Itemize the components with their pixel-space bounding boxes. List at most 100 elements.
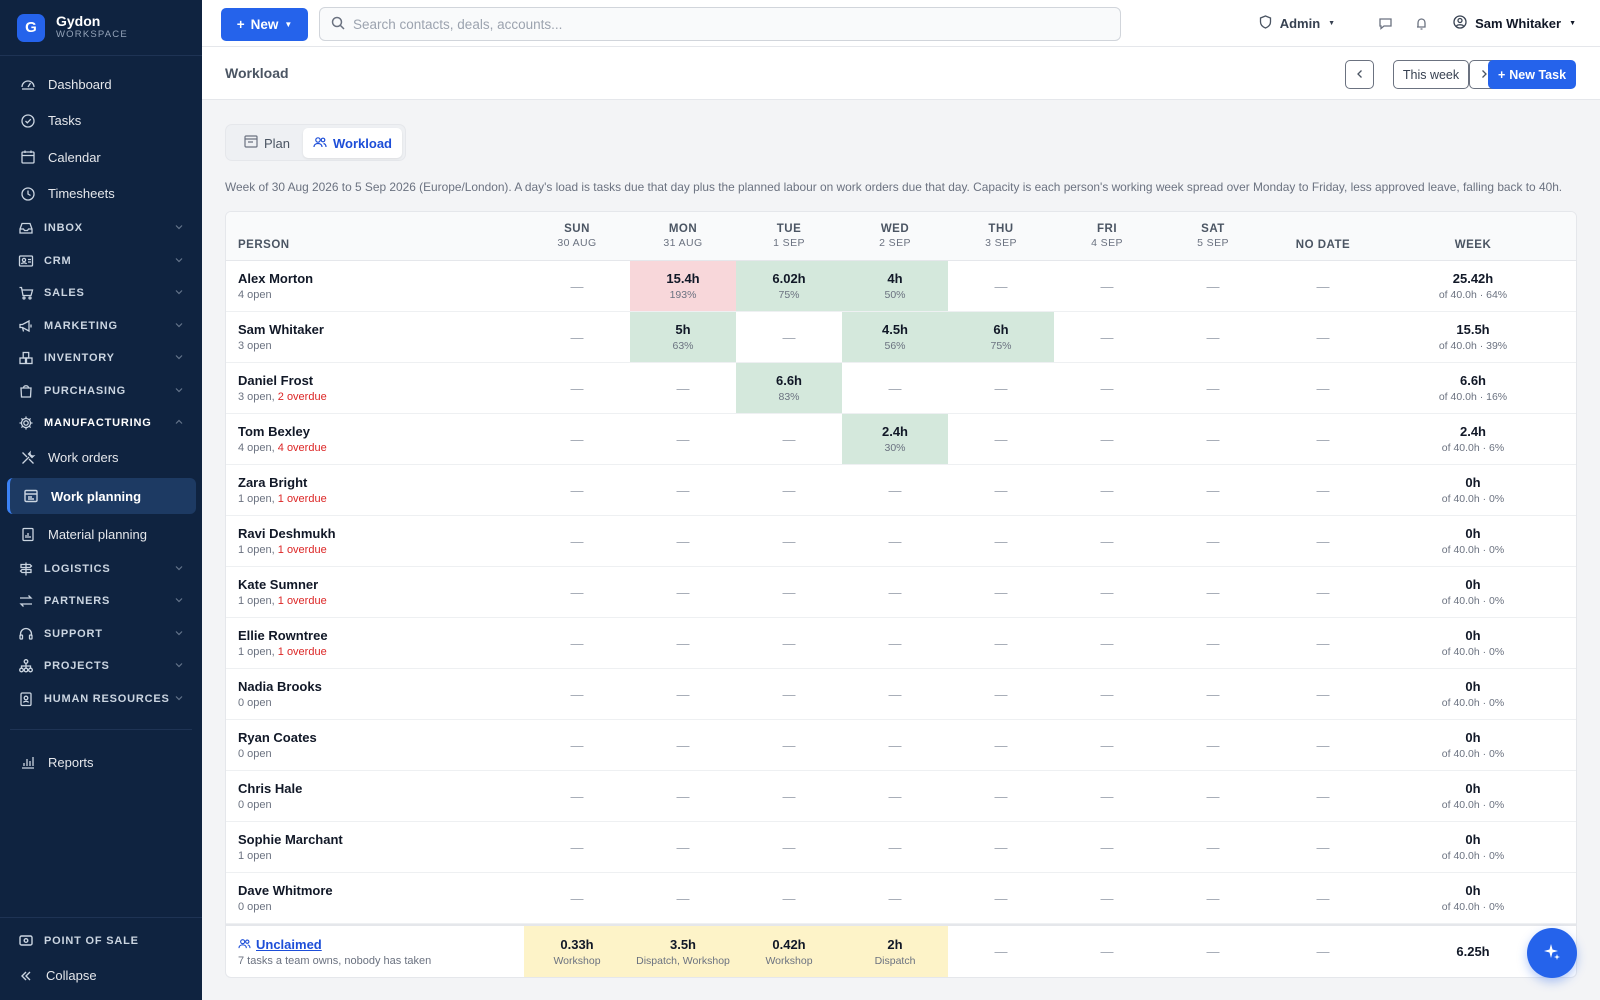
planning-icon <box>23 488 39 504</box>
tab-workload[interactable]: Workload <box>303 128 402 158</box>
table-row[interactable]: Tom Bexley 4 open, 4 overdue — — — 2.4h 30… <box>226 414 1576 465</box>
load-cell[interactable]: 2.4h 30% <box>842 414 948 464</box>
empty-dash: — <box>1100 788 1114 804</box>
table-row[interactable]: Ravi Deshmukh 1 open, 1 overdue — — — — — — — —… <box>226 516 1576 567</box>
new-button[interactable]: + New ▼ <box>221 8 308 41</box>
person-cell[interactable]: Ryan Coates 0 open <box>226 720 524 770</box>
sidebar-section-label: PROJECTS <box>44 660 110 673</box>
person-cell[interactable]: Alex Morton 4 open <box>226 261 524 311</box>
sidebar-section-manufacturing[interactable]: MANUFACTURING <box>0 407 202 440</box>
sidebar-section-purchasing[interactable]: PURCHASING <box>0 375 202 408</box>
person-cell[interactable]: Ravi Deshmukh 1 open, 1 overdue <box>226 516 524 566</box>
empty-dash: — <box>1206 431 1220 447</box>
chat-icon[interactable] <box>1377 15 1393 31</box>
person-cell[interactable]: Sophie Marchant 1 open <box>226 822 524 872</box>
sidebar-section-logistics[interactable]: LOGISTICS <box>0 553 202 586</box>
load-cell[interactable]: 4h 50% <box>842 261 948 311</box>
sidebar-section-partners[interactable]: PARTNERS <box>0 585 202 618</box>
person-cell[interactable]: Chris Hale 0 open <box>226 771 524 821</box>
tab-plan[interactable]: Plan <box>232 128 302 158</box>
sidebar-section-support[interactable]: SUPPORT <box>0 618 202 651</box>
person-cell[interactable]: Ellie Rowntree 1 open, 1 overdue <box>226 618 524 668</box>
user-menu[interactable]: Sam Whitaker ▼ <box>1449 14 1580 32</box>
collapse-button[interactable]: Collapse <box>0 958 202 995</box>
unclaimed-load-cell[interactable]: 0.33h Workshop <box>524 926 630 977</box>
brand[interactable]: G Gydon WORKSPACE <box>0 0 202 56</box>
sidebar-item-dashboard[interactable]: Dashboard <box>0 66 202 103</box>
table-row[interactable]: Alex Morton 4 open — 15.4h 193% 6.02h 75… <box>226 261 1576 312</box>
ai-assistant-button[interactable] <box>1527 928 1577 978</box>
empty-dash: — <box>782 482 796 498</box>
sidebar-section-marketing[interactable]: MARKETING <box>0 310 202 343</box>
sidebar-section-sales[interactable]: SALES <box>0 277 202 310</box>
admin-dropdown[interactable]: Admin ▼ <box>1255 14 1339 32</box>
empty-cell: — <box>842 516 948 566</box>
sidebar-section-human-resources[interactable]: HUMAN RESOURCES <box>0 683 202 716</box>
empty-dash: — <box>570 737 584 753</box>
table-row[interactable]: Dave Whitmore 0 open — — — — — — — — 0h of 40.0… <box>226 873 1576 924</box>
table-row[interactable]: Ryan Coates 0 open — — — — — — — — 0h of 40.0h … <box>226 720 1576 771</box>
person-cell[interactable]: Zara Bright 1 open, 1 overdue <box>226 465 524 515</box>
sidebar-item-material-planning[interactable]: Material planning <box>0 516 202 553</box>
sidebar-section-inbox[interactable]: INBOX <box>0 212 202 245</box>
person-cell[interactable]: Tom Bexley 4 open, 4 overdue <box>226 414 524 464</box>
sidebar-section-point-of-sale[interactable]: POINT OF SALE <box>0 924 202 958</box>
table-row[interactable]: Sophie Marchant 1 open — — — — — — — — 0h of 40… <box>226 822 1576 873</box>
empty-dash: — <box>1100 635 1114 651</box>
sidebar-section-crm[interactable]: CRM <box>0 245 202 278</box>
sidebar-item-reports[interactable]: Reports <box>0 744 202 781</box>
person-cell[interactable]: Kate Sumner 1 open, 1 overdue <box>226 567 524 617</box>
unclaimed-load-cell[interactable]: 3.5h Dispatch, Workshop <box>630 926 736 977</box>
table-row[interactable]: Sam Whitaker 3 open — 5h 63% — 4.5h 56% 6… <box>226 312 1576 363</box>
table-row[interactable]: Kate Sumner 1 open, 1 overdue — — — — — — — — 0… <box>226 567 1576 618</box>
empty-dash: — <box>676 380 690 396</box>
no-date-cell: — <box>1266 465 1380 515</box>
unclaimed-link[interactable]: Unclaimed <box>238 937 322 952</box>
sidebar-item-tasks[interactable]: Tasks <box>0 103 202 140</box>
sidebar-section-inventory[interactable]: INVENTORY <box>0 342 202 375</box>
this-week-button[interactable]: This week <box>1393 60 1469 89</box>
week-hours: 6.25h <box>1456 944 1490 959</box>
load-cell[interactable]: 5h 63% <box>630 312 736 362</box>
person-name: Daniel Frost <box>238 373 314 388</box>
load-cell[interactable]: 4.5h 56% <box>842 312 948 362</box>
unclaimed-load-cell[interactable]: 2h Dispatch <box>842 926 948 977</box>
load-cell[interactable]: 6.02h 75% <box>736 261 842 311</box>
previous-week-button[interactable] <box>1345 60 1374 89</box>
person-cell[interactable]: Sam Whitaker 3 open <box>226 312 524 362</box>
load-cell[interactable]: 6.6h 83% <box>736 363 842 413</box>
table-row[interactable]: Nadia Brooks 0 open — — — — — — — — 0h of 40.0h… <box>226 669 1576 720</box>
new-task-button[interactable]: + New Task <box>1488 60 1576 89</box>
sidebar-item-work-planning[interactable]: Work planning <box>7 478 196 514</box>
bell-icon[interactable] <box>1413 15 1429 31</box>
load-cell[interactable]: 15.4h 193% <box>630 261 736 311</box>
empty-cell: — <box>1054 618 1160 668</box>
tab-plan-label: Plan <box>263 135 291 151</box>
search-input[interactable] <box>353 16 1093 32</box>
sidebar-item-timesheets[interactable]: Timesheets <box>0 176 202 213</box>
empty-dash: — <box>676 431 690 447</box>
person-cell[interactable]: Nadia Brooks 0 open <box>226 669 524 719</box>
column-header-person[interactable]: PERSON <box>226 212 524 260</box>
table-row[interactable]: Zara Bright 1 open, 1 overdue — — — — — — — — 0… <box>226 465 1576 516</box>
headset-icon <box>18 626 34 642</box>
sidebar-section-projects[interactable]: PROJECTS <box>0 650 202 683</box>
sidebar-item-work-orders[interactable]: Work orders <box>0 440 202 477</box>
empty-dash: — <box>782 635 796 651</box>
sidebar-item-calendar[interactable]: Calendar <box>0 139 202 176</box>
person-cell[interactable]: Daniel Frost 3 open, 2 overdue <box>226 363 524 413</box>
table-row[interactable]: Chris Hale 0 open — — — — — — — — 0h of 40.0h ·… <box>226 771 1576 822</box>
table-row[interactable]: Daniel Frost 3 open, 2 overdue — — 6.6h 8… <box>226 363 1576 414</box>
empty-cell: — <box>1054 516 1160 566</box>
search-icon <box>331 16 345 33</box>
empty-cell: — <box>1054 567 1160 617</box>
column-header-day: TUE 1 SEP <box>736 212 842 260</box>
empty-cell: — <box>1160 312 1266 362</box>
unclaimed-load-cell[interactable]: 0.42h Workshop <box>736 926 842 977</box>
person-cell[interactable]: Dave Whitmore 0 open <box>226 873 524 923</box>
empty-dash: — <box>1100 944 1114 959</box>
column-header-day: THU 3 SEP <box>948 212 1054 260</box>
load-cell[interactable]: 6h 75% <box>948 312 1054 362</box>
empty-cell: — <box>630 618 736 668</box>
table-row[interactable]: Ellie Rowntree 1 open, 1 overdue — — — — — — —… <box>226 618 1576 669</box>
